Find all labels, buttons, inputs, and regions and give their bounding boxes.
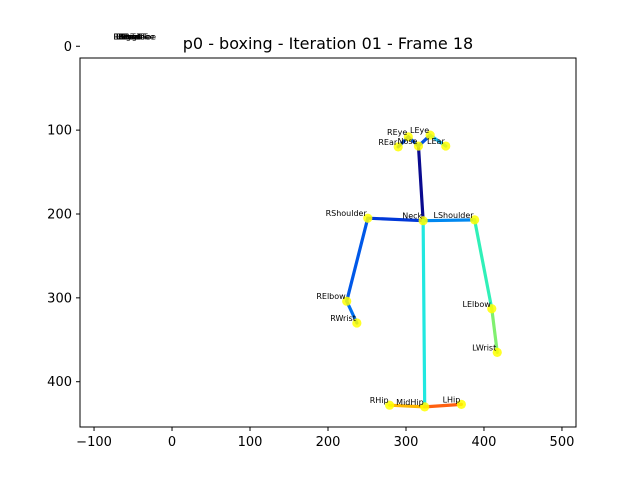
overlapping-stray-labels: RSmallToeLSmallToeRBigToeLBigToeRHeelLHe… bbox=[114, 33, 157, 42]
label-reye: REye bbox=[387, 128, 407, 137]
keypoint-lwrist bbox=[492, 347, 502, 357]
label-midhip: MidHip bbox=[396, 398, 424, 407]
stray-label-rbigtoe: RBigToe bbox=[119, 33, 151, 42]
y-tick-label: 100 bbox=[47, 124, 72, 139]
bone-midhip-rhip bbox=[388, 403, 427, 409]
keypoint-leye bbox=[425, 130, 435, 140]
keypoint-rhip bbox=[385, 400, 395, 410]
keypoint-nose bbox=[413, 141, 424, 151]
axes-background bbox=[80, 58, 576, 427]
keypoint-rwrist bbox=[352, 318, 362, 328]
bone-rshoulder-relbow bbox=[345, 216, 370, 303]
bone-neck-rshoulder bbox=[366, 216, 425, 223]
stray-label-lbigtoe: LBigToe bbox=[114, 33, 145, 42]
plot-area: Nose Neck RShoulder RElbow RWrist LShoulder LE… bbox=[79, 33, 577, 428]
bone-midhip-lhip bbox=[423, 402, 463, 409]
keypoint-rear bbox=[393, 142, 403, 152]
label-lear: LEar bbox=[427, 137, 445, 146]
stray-label-rknee: RKnee bbox=[114, 33, 140, 42]
keypoint-neck bbox=[418, 216, 428, 226]
keypoint-lelbow bbox=[487, 304, 497, 314]
label-rwrist: RWrist bbox=[330, 314, 356, 323]
stray-label-rsmalltoe: RSmallToe bbox=[114, 33, 155, 42]
y-tick-label: 200 bbox=[47, 207, 72, 222]
keypoint-markers bbox=[342, 130, 502, 412]
keypoint-labels: Nose Neck RShoulder RElbow RWrist LShoulder LE… bbox=[316, 126, 496, 407]
keypoint-lhip bbox=[456, 399, 466, 409]
label-nose: Nose bbox=[397, 137, 417, 146]
bone-nose-neck bbox=[416, 144, 425, 223]
label-lelbow: LElbow bbox=[463, 300, 492, 309]
keypoint-midhip bbox=[420, 402, 430, 412]
label-relbow: RElbow bbox=[316, 292, 346, 301]
label-leye: LEye bbox=[410, 126, 429, 135]
bone-neck-midhip bbox=[421, 219, 427, 409]
label-rear: REar bbox=[378, 138, 398, 147]
stray-label-rheel: RHeel bbox=[116, 33, 140, 42]
y-tick-label: 400 bbox=[47, 375, 72, 390]
x-tick-label: 300 bbox=[394, 435, 419, 450]
x-tick-label: 500 bbox=[550, 435, 575, 450]
y-tick-label: 300 bbox=[47, 291, 72, 306]
x-axis: −100 0 100 200 300 400 500 bbox=[76, 427, 574, 450]
bone-neck-lshoulder bbox=[421, 218, 477, 223]
y-tick-label: 0 bbox=[64, 40, 72, 55]
chart-title: p0 - boxing - Iteration 01 - Frame 18 bbox=[183, 34, 473, 53]
x-tick-label: 400 bbox=[472, 435, 497, 450]
stray-label-lheel: LHeel bbox=[119, 33, 142, 42]
keypoint-lshoulder bbox=[470, 215, 480, 225]
label-neck: Neck bbox=[402, 212, 422, 221]
label-lhip: LHip bbox=[443, 395, 461, 404]
keypoint-lear bbox=[441, 141, 451, 151]
stray-label-lknee: LKnee bbox=[116, 33, 141, 42]
bone-lshoulder-lelbow bbox=[473, 218, 494, 311]
keypoint-reye bbox=[403, 132, 413, 142]
keypoint-rshoulder bbox=[363, 213, 373, 223]
x-tick-label: 0 bbox=[168, 435, 176, 450]
label-rhip: RHip bbox=[370, 396, 389, 405]
x-tick-label: 100 bbox=[238, 435, 263, 450]
x-tick-label: −100 bbox=[76, 435, 112, 450]
label-lwrist: LWrist bbox=[472, 343, 496, 352]
y-axis: 0 100 200 300 400 bbox=[47, 40, 80, 390]
x-tick-label: 200 bbox=[316, 435, 341, 450]
label-rshoulder: RShoulder bbox=[326, 209, 368, 218]
keypoint-relbow bbox=[342, 296, 352, 306]
label-lshoulder: LShoulder bbox=[434, 211, 475, 220]
bone-lelbow-lwrist bbox=[490, 307, 499, 354]
stray-label-lsmalltoe: LSmallToe bbox=[116, 33, 156, 42]
